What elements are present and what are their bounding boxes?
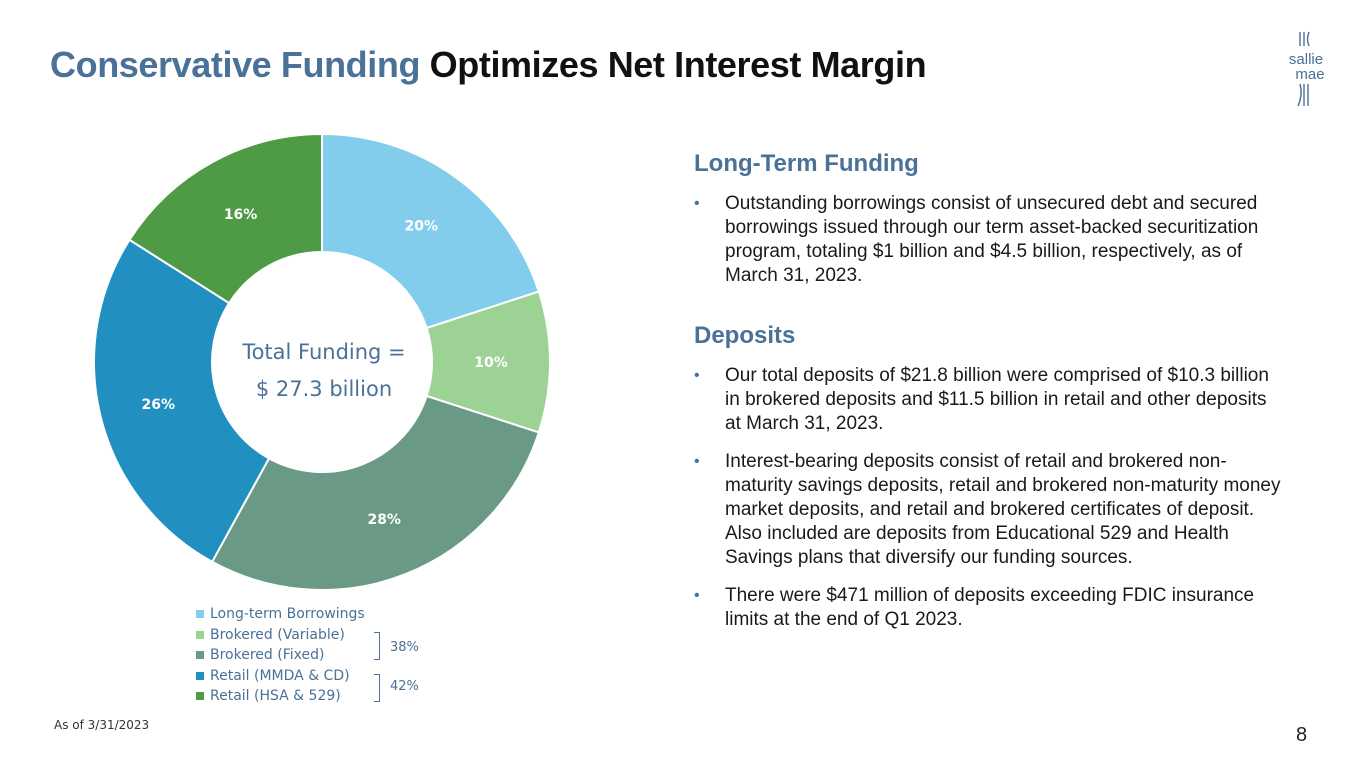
bullet-text: Interest-bearing deposits consist of ret…: [725, 451, 1281, 568]
bullet-text: Our total deposits of $21.8 billion were…: [725, 365, 1269, 434]
donut-center-label: Total Funding = $ 27.3 billion: [224, 334, 424, 408]
donut-slice-label: 10%: [474, 355, 508, 371]
commentary-panel: Long-Term Funding • Outstanding borrowin…: [694, 150, 1284, 646]
legend-swatch: [196, 651, 204, 660]
legend-swatch: [196, 692, 204, 701]
bullet-dot: •: [694, 587, 700, 604]
donut-slice-brokered-fixed: [210, 394, 541, 591]
funding-donut-chart: 20% 10% 28% 26% 16%: [93, 132, 551, 591]
logo-text-line1: sallie: [1289, 51, 1323, 68]
brokered-group-bracket: [374, 632, 380, 660]
legend-label: Retail (HSA & 529): [210, 688, 341, 705]
donut-slice-label: 26%: [142, 397, 176, 413]
bullet-dot: •: [694, 367, 700, 384]
bullet-item: • There were $471 million of deposits ex…: [694, 584, 1284, 632]
chart-legend: Long-term Borrowings Brokered (Variable) B…: [196, 604, 365, 707]
legend-label: Long-term Borrowings: [210, 606, 365, 623]
legend-label: Brokered (Fixed): [210, 647, 325, 664]
bullet-item: • Outstanding borrowings consist of unse…: [694, 192, 1284, 288]
long-term-funding-section: Long-Term Funding • Outstanding borrowin…: [694, 150, 1284, 288]
donut-slice-label: 28%: [367, 512, 401, 528]
deposits-heading: Deposits: [694, 322, 796, 349]
retail-group-bracket: [374, 674, 380, 702]
bullet-dot: •: [694, 195, 700, 212]
legend-label: Retail (MMDA & CD): [210, 667, 350, 684]
retail-group-total: 42%: [390, 679, 419, 694]
page-title: Conservative Funding Optimizes Net Inter…: [50, 44, 927, 86]
bullet-item: • Our total deposits of $21.8 billion we…: [694, 364, 1284, 436]
donut-slice-label: 16%: [224, 207, 258, 223]
brokered-group-total: 38%: [390, 640, 419, 655]
donut-slice-retail-mmda-cd: [93, 238, 271, 564]
page-number: 8: [1296, 724, 1308, 746]
donut-center-line2: $ 27.3 billion: [255, 377, 393, 401]
legend-item: Long-term Borrowings: [196, 604, 365, 625]
bullet-text: Outstanding borrowings consist of unsecu…: [725, 193, 1259, 286]
legend-swatch: [196, 630, 204, 639]
donut-slice-retail-hsa-529: [128, 132, 323, 305]
bullet-text: There were $471 million of deposits exce…: [725, 585, 1255, 630]
logo-text-line2: mae: [1295, 66, 1324, 83]
legend-item: Brokered (Fixed): [196, 645, 365, 666]
legend-swatch: [196, 610, 204, 619]
page-title-rest: Optimizes Net Interest Margin: [429, 44, 927, 85]
as-of-footnote: As of 3/31/2023: [54, 718, 150, 732]
donut-center-line1: Total Funding =: [242, 340, 406, 364]
legend-swatch: [196, 671, 204, 680]
bullet-dot: •: [694, 453, 700, 470]
legend-label: Brokered (Variable): [210, 626, 345, 643]
sallie-mae-logo: sallie mae: [1289, 31, 1325, 107]
legend-item: Brokered (Variable): [196, 625, 365, 646]
legend-item: Retail (MMDA & CD): [196, 666, 365, 687]
page-title-accent: Conservative Funding: [50, 44, 421, 85]
deposits-section: Deposits • Our total deposits of $21.8 b…: [694, 322, 1284, 632]
donut-slice-label: 20%: [405, 218, 439, 234]
legend-item: Retail (HSA & 529): [196, 686, 365, 707]
donut-slice-long-term-borrowings: [321, 132, 541, 330]
bullet-item: • Interest-bearing deposits consist of r…: [694, 450, 1284, 570]
long-term-funding-heading: Long-Term Funding: [694, 150, 919, 177]
